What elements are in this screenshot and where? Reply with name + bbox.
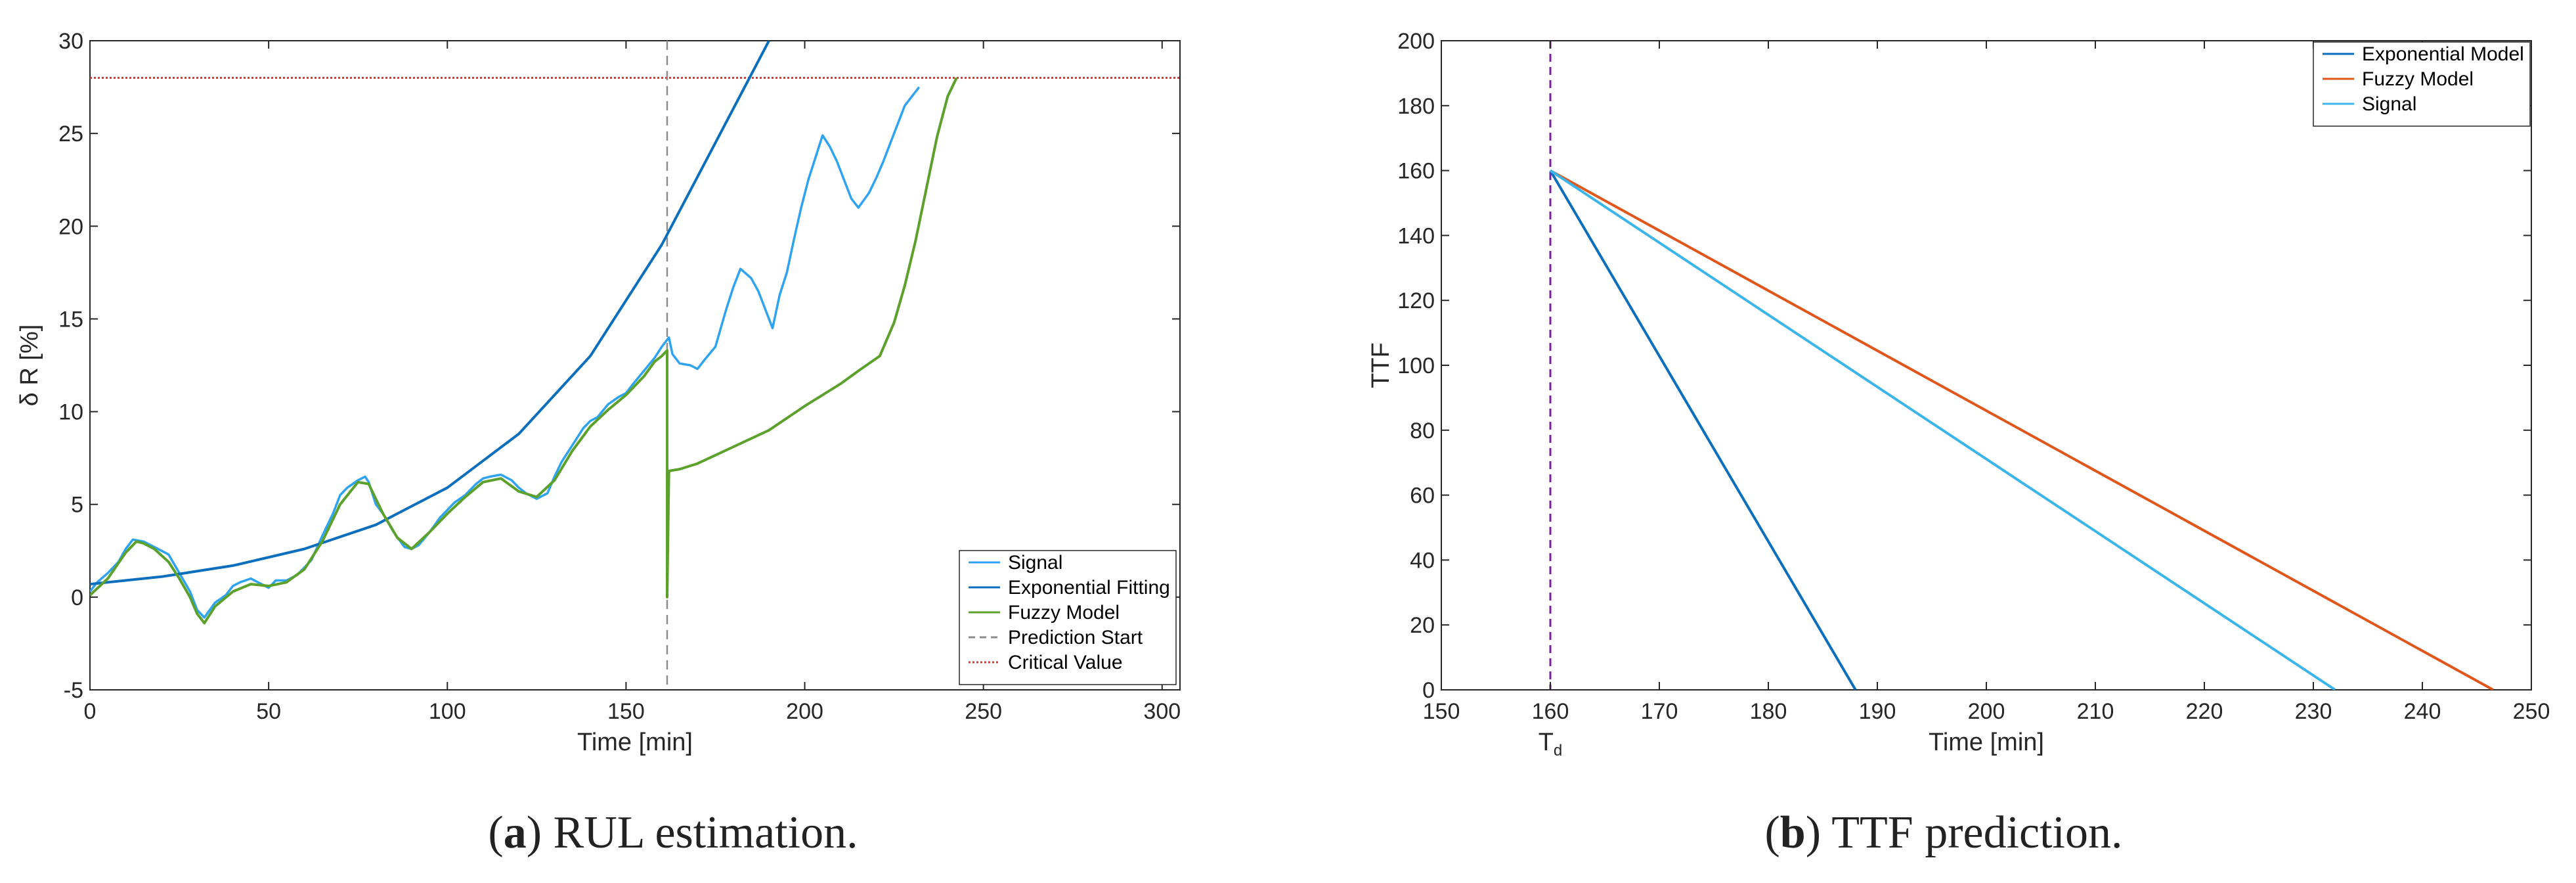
chart-a-legend: Signal Exponential Fitting Fuzzy Model Pred… [959,550,1177,685]
legend-label: Fuzzy Model [1008,602,1120,623]
series-line-fuzzy [1550,169,2494,690]
y-tick-label: 30 [58,29,83,54]
x-tick-label: 230 [2295,699,2332,724]
x-tick-label: 210 [2077,699,2114,724]
y-tick-label: 200 [1397,29,1435,54]
y-tick-label: 120 [1397,288,1435,313]
legend-label: Prediction Start [1008,627,1143,648]
series-line-signal [1549,169,2336,690]
caption-a-letter: a [504,807,527,858]
y-tick-label: 5 [71,493,83,518]
y-tick-label: 10 [58,400,83,425]
legend-label: Exponential Fitting [1008,577,1170,599]
chart-b-legend: Exponential Model Fuzzy Model Signal [2313,41,2531,127]
y-tick-label: 0 [71,585,83,610]
x-tick-label: 150 [1423,699,1460,724]
series-line-signal [90,86,921,619]
caption-a-text: RUL estimation. [542,807,858,858]
y-tick-label: 140 [1397,223,1435,248]
chart-b-plot-area [1441,40,2532,691]
td-label-sub: d [1554,742,1562,759]
x-tick-label: 240 [2404,699,2441,724]
y-tick-label: 60 [1410,484,1435,509]
y-tick-label: 20 [58,214,83,239]
series-line-exp [90,41,770,586]
x-tick-label: 180 [1750,699,1787,724]
x-tick-label: 160 [1532,699,1569,724]
legend-label: Fuzzy Model [2362,68,2474,90]
chart-b-ticks: 150 160 170 180 190 200 210 220 230 240 250 0 20 40 60… [1397,29,2550,724]
y-tick-label: 40 [1410,548,1435,573]
legend-label: Critical Value [1008,652,1123,673]
y-tick-label: 160 [1397,159,1435,184]
chart-b: 150 160 170 180 190 200 210 220 230 240 250 0 20 40 60… [1367,29,2550,759]
chart-b-x-axis-label: Time [min] [1929,729,2044,756]
legend-label: Exponential Model [2362,43,2524,65]
chart-b-series-layer [1549,41,2494,690]
x-tick-label: 150 [607,699,645,724]
x-tick-label: 100 [429,699,466,724]
chart-a-y-axis-label: δ R [%] [16,325,43,407]
td-label-base: T [1539,729,1554,756]
x-tick-label: 0 [84,699,97,724]
legend-label: Signal [2362,93,2416,115]
y-tick-label: 0 [1422,678,1435,703]
chart-b-td-label: Td [1539,729,1563,759]
chart-a-series-layer [90,41,1180,690]
y-tick-label: 180 [1397,94,1435,119]
chart-b-y-axis-label: TTF [1367,342,1395,388]
x-tick-label: 170 [1641,699,1678,724]
x-tick-label: 220 [2186,699,2223,724]
caption-b: (b) TTF prediction. [1764,807,2122,858]
y-tick-label: 25 [58,122,83,147]
caption-b-text: TTF prediction. [1821,807,2122,858]
y-tick-label: -5 [64,678,83,703]
y-tick-label: 80 [1410,419,1435,443]
caption-a: (a) RUL estimation. [488,807,858,858]
x-tick-label: 250 [965,699,1002,724]
x-tick-label: 300 [1143,699,1181,724]
series-line-exp [1549,170,1857,690]
legend-label: Signal [1008,552,1062,574]
x-tick-label: 50 [256,699,281,724]
legend-box [959,550,1177,685]
series-line-fuzzy [90,77,958,625]
caption-b-letter: b [1780,807,1806,858]
x-tick-label: 200 [786,699,823,724]
x-tick-label: 200 [1968,699,2005,724]
y-tick-label: 100 [1397,353,1435,378]
x-tick-label: 250 [2513,699,2550,724]
x-tick-label: 190 [1859,699,1896,724]
chart-a-x-axis-label: Time [min] [577,729,693,756]
legend-box [2313,41,2531,127]
y-tick-label: 15 [58,307,83,332]
y-tick-label: 20 [1410,613,1435,638]
